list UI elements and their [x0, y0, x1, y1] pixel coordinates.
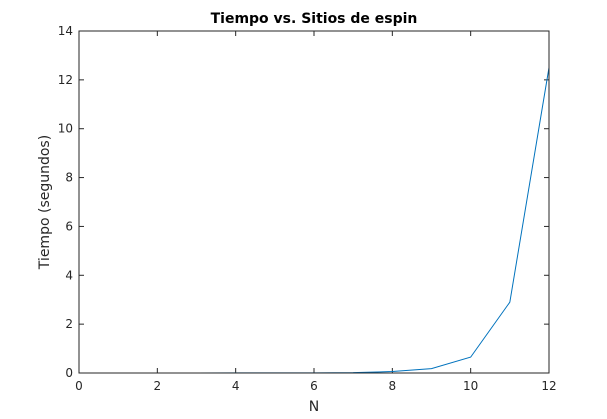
x-tick-label: 2 [154, 379, 162, 393]
plot-area [79, 31, 549, 373]
y-tick-label: 8 [65, 171, 73, 185]
y-tick-label: 4 [65, 268, 73, 282]
x-tick-label: 12 [541, 379, 556, 393]
axes-box [78, 30, 550, 374]
x-tick-label: 0 [75, 379, 83, 393]
tick-labels: 0 2 4 6 8 10 12 0 2 4 6 8 10 12 14 [58, 24, 557, 393]
y-tick-label: 6 [65, 219, 73, 233]
y-tick-label: 0 [65, 366, 73, 380]
y-axis-label: Tiempo (segundos) [37, 135, 53, 270]
y-tick-label: 10 [58, 122, 73, 136]
chart-title: Tiempo vs. Sitios de espin [211, 11, 418, 27]
y-tick-label: 12 [58, 73, 73, 87]
x-tick-label: 8 [389, 379, 397, 393]
y-tick-label: 2 [65, 317, 73, 331]
x-tick-label: 4 [232, 379, 240, 393]
x-tick-label: 10 [463, 379, 478, 393]
x-axis-label: N [309, 399, 319, 415]
x-tick-label: 6 [310, 379, 318, 393]
y-tick-label: 14 [58, 24, 73, 38]
